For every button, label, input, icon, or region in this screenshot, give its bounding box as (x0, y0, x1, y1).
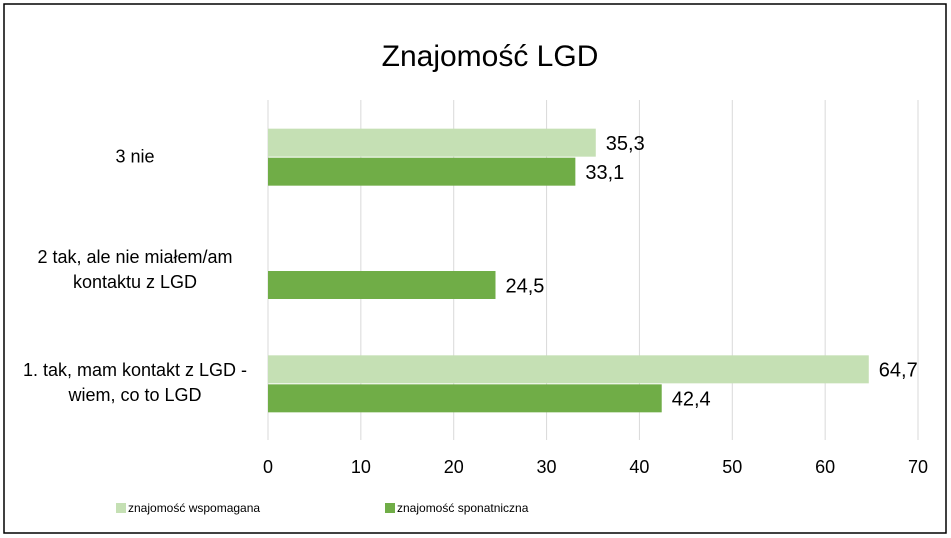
bar (268, 355, 869, 384)
x-tick-label: 30 (537, 457, 557, 477)
data-label: 24,5 (506, 275, 545, 297)
x-tick-label: 60 (815, 457, 835, 477)
data-label: 35,3 (606, 133, 645, 155)
legend-swatch (116, 503, 126, 513)
x-tick-label: 20 (444, 457, 464, 477)
y-tick-label: 1. tak, mam kontakt z LGD - wiem, co to … (22, 360, 248, 406)
y-tick-label: 2 tak, ale nie miałem/am kontaktu z LGD (37, 247, 233, 292)
data-label: 33,1 (585, 162, 624, 184)
y-tick-label: 3 nie (115, 146, 155, 167)
legend-swatch (385, 503, 395, 513)
bar (268, 271, 496, 299)
data-label: 42,4 (672, 389, 711, 411)
legend-label: znajomość sponatniczna (397, 501, 529, 515)
x-tick-label: 10 (351, 457, 371, 477)
x-tick-label: 0 (263, 457, 273, 477)
chart-title: Znajomość LGD (382, 40, 599, 73)
bar (268, 157, 576, 186)
data-label: 64,7 (879, 360, 918, 382)
x-tick-label: 40 (629, 457, 649, 477)
x-tick-label: 50 (722, 457, 742, 477)
x-tick-label: 70 (908, 457, 928, 477)
bar (268, 128, 596, 157)
bar (268, 384, 662, 413)
legend-label: znajomość wspomagana (128, 501, 260, 515)
chart-border (3, 3, 947, 534)
